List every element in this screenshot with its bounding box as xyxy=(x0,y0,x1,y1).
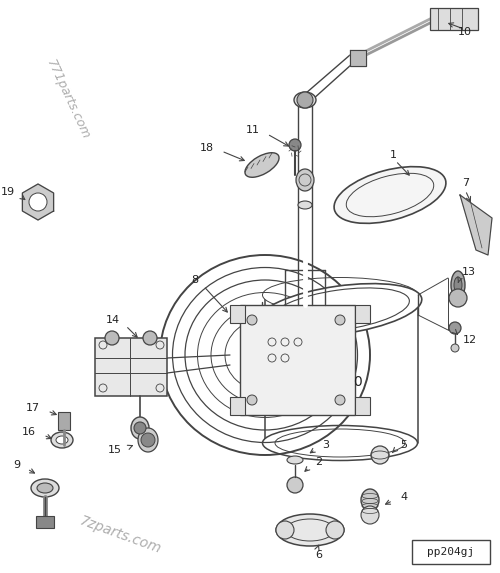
Circle shape xyxy=(29,193,47,211)
Text: 15: 15 xyxy=(108,445,122,455)
Ellipse shape xyxy=(258,284,422,336)
Ellipse shape xyxy=(138,428,158,452)
Text: 19: 19 xyxy=(1,187,15,197)
Ellipse shape xyxy=(244,336,286,374)
Ellipse shape xyxy=(56,436,68,444)
Text: 17: 17 xyxy=(26,403,40,413)
Circle shape xyxy=(276,521,294,539)
Text: 6: 6 xyxy=(315,550,322,560)
Ellipse shape xyxy=(262,426,418,461)
Ellipse shape xyxy=(454,277,462,293)
Bar xyxy=(412,540,490,564)
Text: 2: 2 xyxy=(315,457,322,467)
Bar xyxy=(36,516,54,528)
Polygon shape xyxy=(22,184,54,220)
Text: 771parts.com: 771parts.com xyxy=(44,58,92,142)
Text: 1: 1 xyxy=(390,150,397,160)
Ellipse shape xyxy=(51,432,73,448)
Text: 9: 9 xyxy=(13,460,20,470)
Ellipse shape xyxy=(245,153,279,177)
Polygon shape xyxy=(460,195,492,255)
Text: 7: 7 xyxy=(462,178,469,188)
Circle shape xyxy=(335,395,345,405)
Circle shape xyxy=(451,344,459,352)
Ellipse shape xyxy=(262,277,418,312)
Ellipse shape xyxy=(31,479,59,497)
Text: 11: 11 xyxy=(246,125,260,135)
Text: pp204gj: pp204gj xyxy=(428,547,474,557)
Circle shape xyxy=(289,139,301,151)
Text: 5: 5 xyxy=(400,440,407,450)
Circle shape xyxy=(105,331,119,345)
Text: 16: 16 xyxy=(22,427,36,437)
Circle shape xyxy=(297,92,313,108)
Text: 14: 14 xyxy=(106,315,120,325)
Circle shape xyxy=(143,331,157,345)
Bar xyxy=(230,397,245,415)
Text: 7zparts.com: 7zparts.com xyxy=(78,514,162,556)
Ellipse shape xyxy=(334,167,446,223)
Bar xyxy=(58,412,70,430)
Ellipse shape xyxy=(451,271,465,299)
Circle shape xyxy=(141,433,155,447)
Bar xyxy=(355,305,370,323)
Text: 13: 13 xyxy=(462,267,476,277)
Ellipse shape xyxy=(37,483,53,493)
Bar xyxy=(240,305,355,415)
Circle shape xyxy=(361,506,379,524)
Ellipse shape xyxy=(131,417,149,439)
Circle shape xyxy=(449,322,461,334)
Circle shape xyxy=(134,422,146,434)
Ellipse shape xyxy=(296,169,314,191)
Circle shape xyxy=(371,446,389,464)
Circle shape xyxy=(247,395,257,405)
Text: 12: 12 xyxy=(463,335,477,345)
Ellipse shape xyxy=(276,514,344,546)
Bar xyxy=(230,305,245,323)
Bar xyxy=(430,8,478,30)
Bar xyxy=(355,397,370,415)
Ellipse shape xyxy=(294,92,316,108)
Circle shape xyxy=(326,521,344,539)
Text: 4: 4 xyxy=(400,492,407,502)
Text: 3: 3 xyxy=(322,440,329,450)
Ellipse shape xyxy=(298,201,312,209)
Circle shape xyxy=(335,315,345,325)
Text: 10: 10 xyxy=(458,27,472,37)
Bar xyxy=(95,338,167,396)
Circle shape xyxy=(247,315,257,325)
Ellipse shape xyxy=(287,456,303,464)
Circle shape xyxy=(287,477,303,493)
Text: 0: 0 xyxy=(354,375,362,389)
Text: 18: 18 xyxy=(200,143,214,153)
Circle shape xyxy=(449,289,467,307)
Text: 8: 8 xyxy=(191,275,198,285)
Ellipse shape xyxy=(361,489,379,511)
Polygon shape xyxy=(350,50,366,66)
